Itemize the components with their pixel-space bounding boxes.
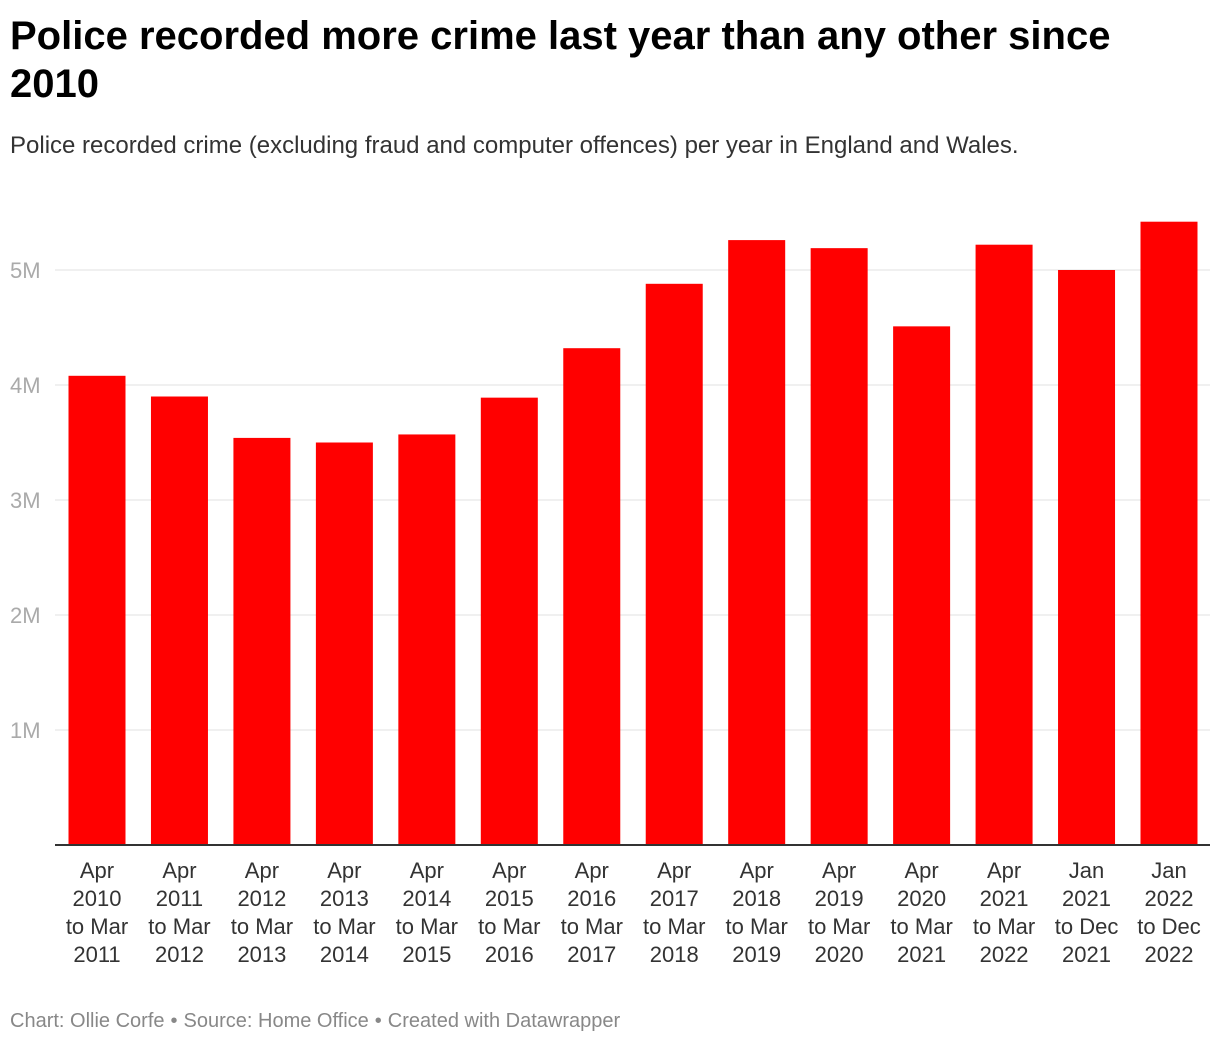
bar — [810, 248, 868, 845]
tool-credit: Created with Datawrapper — [387, 1010, 621, 1032]
bar — [1140, 221, 1198, 845]
x-tick-label: Apr 2017 to Mar 2018 — [643, 858, 705, 967]
x-tick-label: Jan 2021 to Dec 2021 — [1055, 858, 1119, 967]
bar — [975, 244, 1033, 845]
bar — [1058, 270, 1116, 845]
x-tick-label: Apr 2015 to Mar 2016 — [478, 858, 540, 967]
bar — [728, 240, 786, 846]
chart-footer: Chart: Ollie Corfe • Source: Home Office • C… — [10, 1008, 620, 1034]
x-tick-label: Apr 2013 to Mar 2014 — [313, 858, 375, 967]
bar — [563, 348, 621, 845]
x-tick-label: Apr 2019 to Mar 2020 — [808, 858, 870, 967]
bar — [233, 437, 291, 845]
chart-title: Police recorded more crime last year tha… — [10, 14, 1111, 106]
source-credit: Source: Home Office — [183, 1010, 369, 1032]
x-tick-label: Apr 2011 to Mar 2012 — [148, 858, 210, 967]
x-tick-label: Apr 2020 to Mar 2021 — [890, 858, 952, 967]
bar — [315, 442, 373, 845]
bar-chart: 1M 2M 3M 4M 5M Apr 2010 to Mar 2011 Apr 2011 to Mar… — [10, 221, 1210, 967]
x-tick-label: Apr 2012 to Mar 2013 — [231, 858, 293, 967]
bar — [68, 375, 126, 845]
footer-separator: • — [374, 1010, 382, 1032]
y-tick-label: 3M — [10, 488, 41, 513]
y-tick-label: 4M — [10, 373, 41, 398]
bar — [150, 396, 208, 845]
bar — [645, 283, 703, 845]
y-tick-label: 5M — [10, 258, 41, 283]
footer-separator: • — [170, 1010, 178, 1032]
x-tick-label: Apr 2016 to Mar 2017 — [561, 858, 623, 967]
x-tick-label: Apr 2010 to Mar 2011 — [66, 858, 128, 967]
chart-subtitle: Police recorded crime (excluding fraud a… — [10, 132, 1019, 159]
bar — [398, 434, 456, 845]
x-tick-label: Apr 2014 to Mar 2015 — [396, 858, 458, 967]
x-tick-label: Apr 2018 to Mar 2019 — [726, 858, 788, 967]
y-tick-label: 2M — [10, 603, 41, 628]
bar — [480, 397, 538, 845]
y-tick-label: 1M — [10, 718, 41, 743]
x-tick-label: Apr 2021 to Mar 2022 — [973, 858, 1035, 967]
x-tick-label: Jan 2022 to Dec 2022 — [1137, 858, 1201, 967]
bar — [893, 326, 951, 846]
chart-credit: Chart: Ollie Corfe — [10, 1010, 165, 1032]
